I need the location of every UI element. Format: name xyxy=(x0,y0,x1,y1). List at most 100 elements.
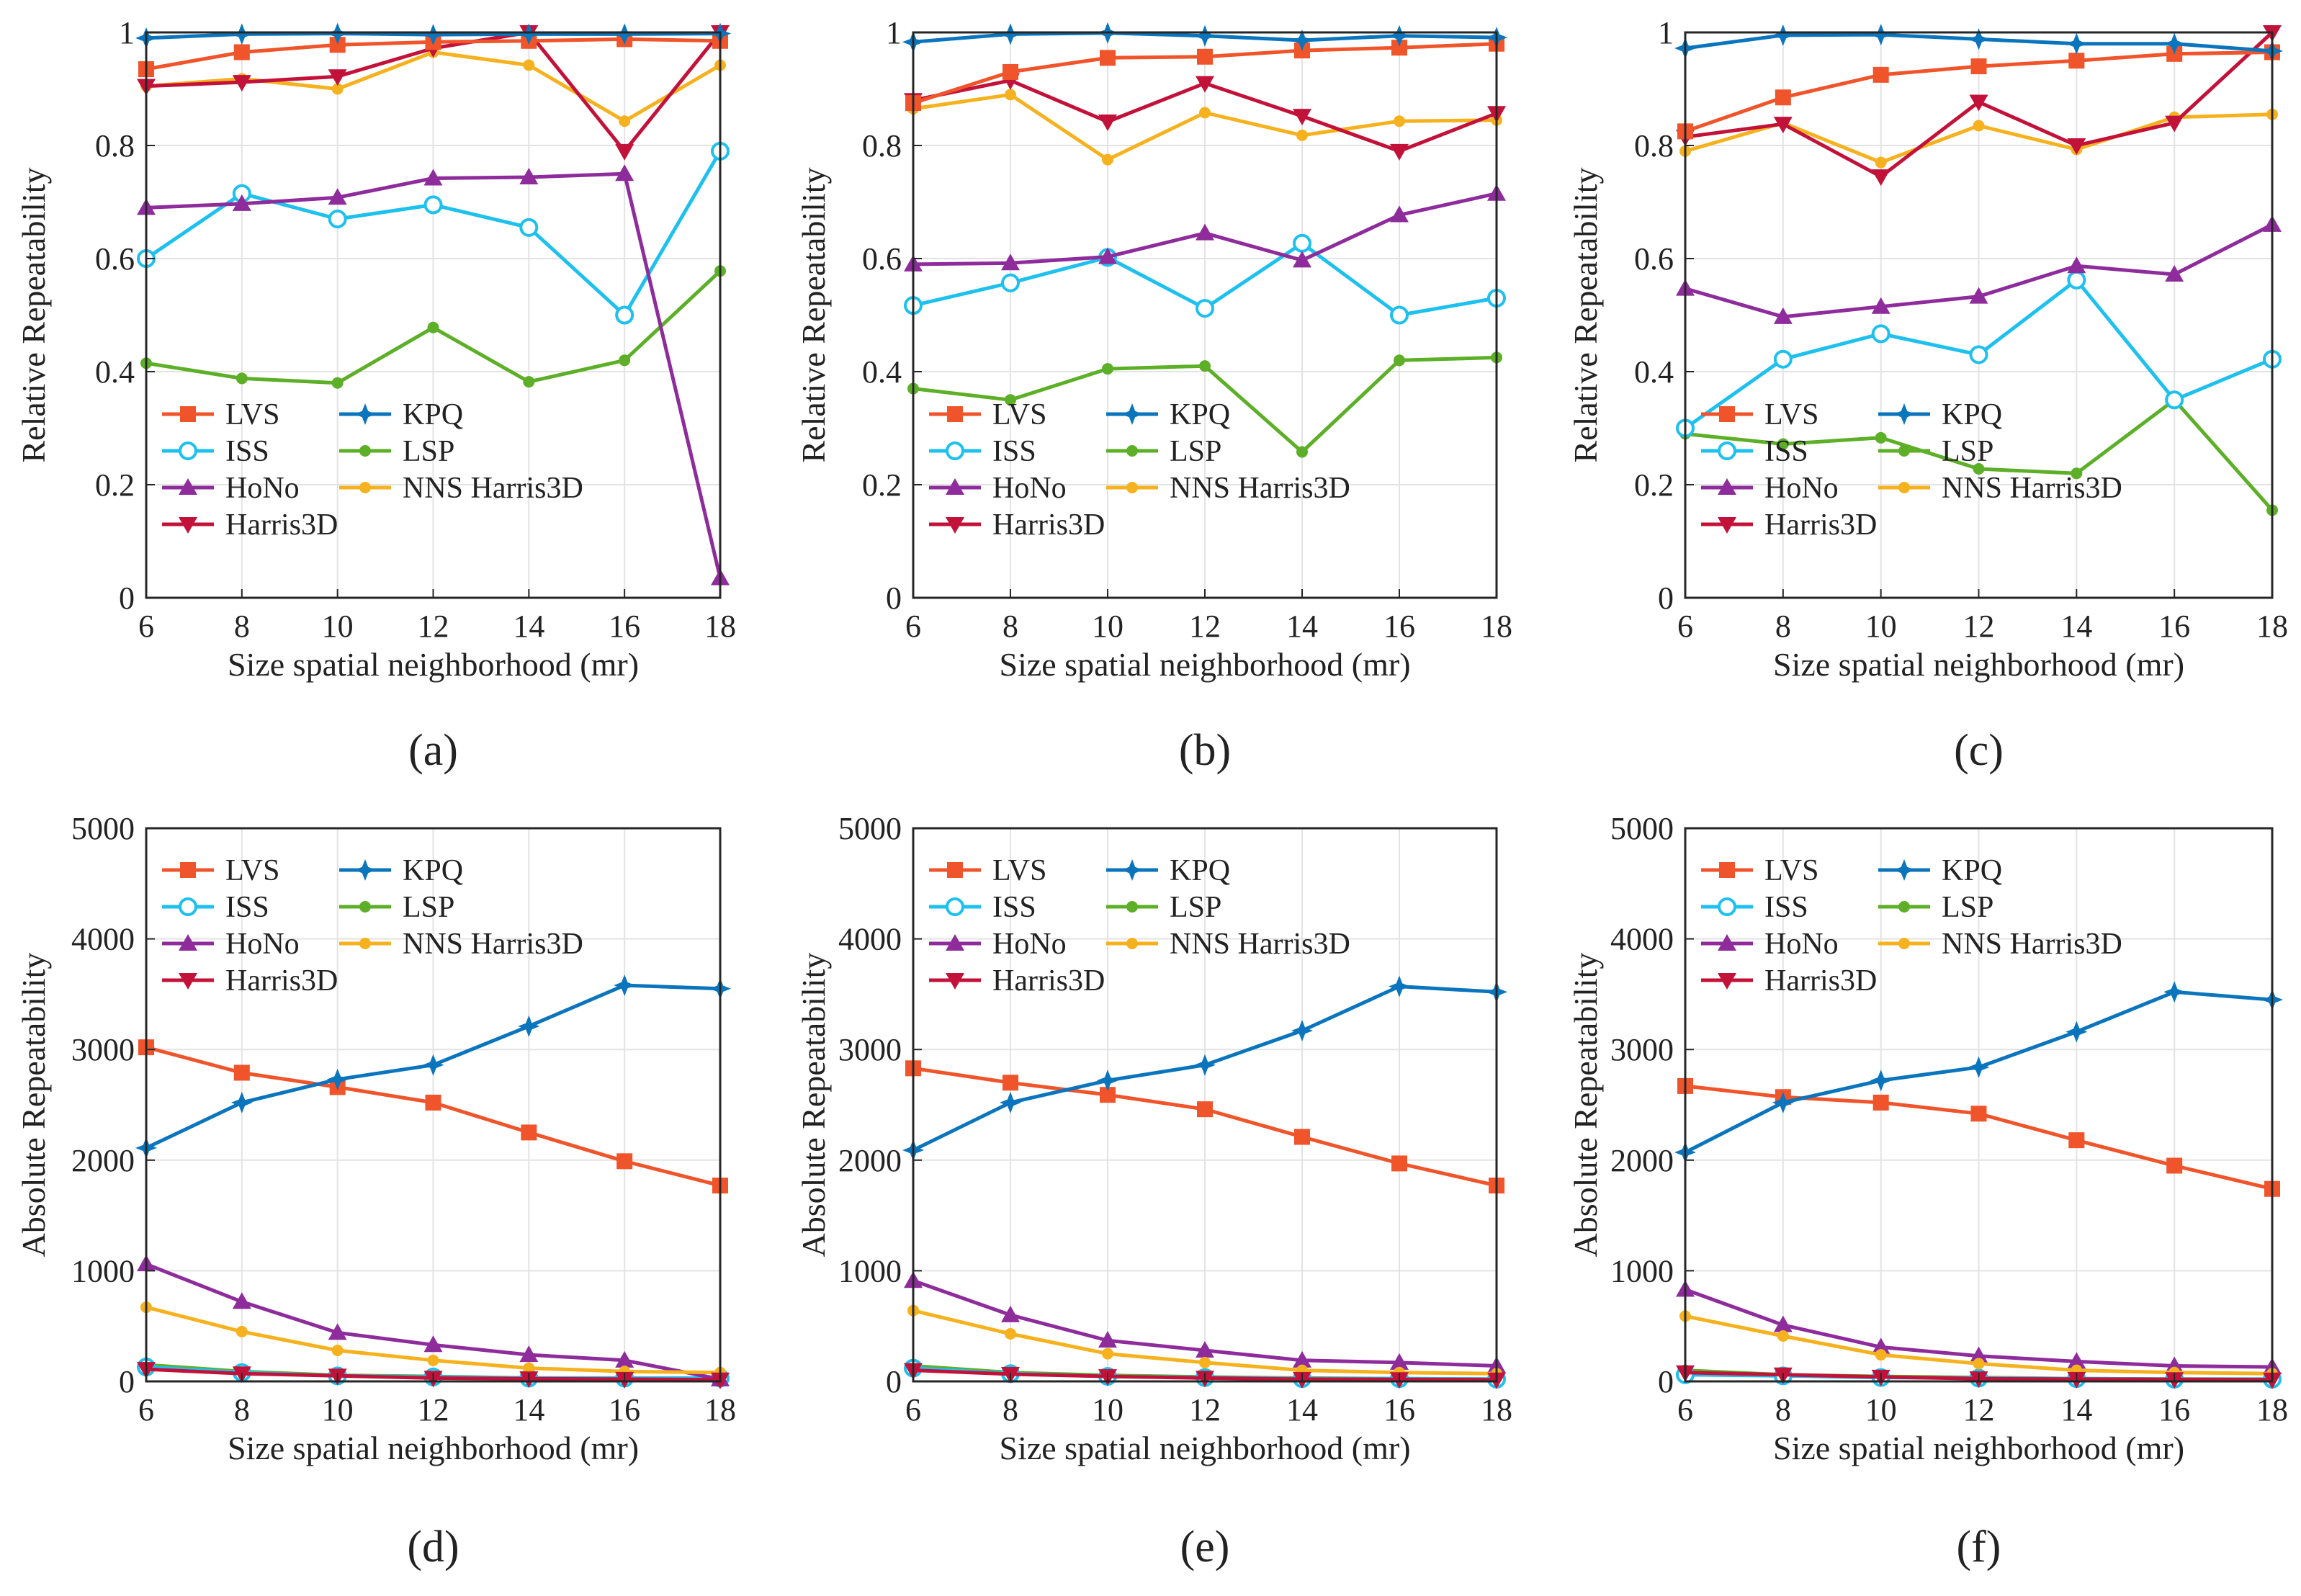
panel-c-point-lsp xyxy=(2071,467,2083,480)
panel-d-point-hono xyxy=(232,1292,251,1309)
panel-a-point-harris3d xyxy=(328,69,347,86)
panel-c-legend-label-lsp: LSP xyxy=(1942,435,1993,468)
panel-c-legend-marker-lsp xyxy=(1898,445,1910,457)
panel-c-ytick-label: 0.2 xyxy=(1634,467,1674,503)
panel-f-xtick-label: 12 xyxy=(1963,1392,1995,1427)
panel-b-legend-label-hono: HoNo xyxy=(992,472,1067,505)
panel-d-point-lvs xyxy=(425,1094,441,1111)
panel-c-legend-marker-lvs xyxy=(1719,406,1735,422)
panel-c-point-lvs xyxy=(1970,58,1987,75)
panel-a-xtick-label: 12 xyxy=(418,609,449,644)
panel-d-ytick-label: 3000 xyxy=(71,1032,135,1067)
panel-c-point-lvs xyxy=(2068,53,2085,69)
panel-e-point-kpq xyxy=(1194,1054,1216,1076)
panel-e-ytick-label: 0 xyxy=(886,1364,902,1399)
panel-a-point-kpq xyxy=(326,22,349,45)
panel-d-xtick-label: 18 xyxy=(704,1392,736,1427)
panel-c-x-axis-label: Size spatial neighborhood (mr) xyxy=(1773,646,2184,683)
panel-c-point-kpq xyxy=(2065,32,2088,55)
panel-c-ytick-label: 0 xyxy=(1658,580,1674,616)
panel-f-point-nns-harris3d xyxy=(1777,1330,1789,1342)
panel-a-xtick-label: 16 xyxy=(609,609,640,644)
panel-f-point-lvs xyxy=(2068,1132,2085,1149)
panel-f-xtick-label: 14 xyxy=(2060,1392,2092,1427)
panel-b-legend-marker-hono xyxy=(946,478,964,495)
panel-f-legend-label-harris3d: Harris3D xyxy=(1764,964,1877,998)
panel-d-xtick-label: 10 xyxy=(322,1392,354,1427)
panel-c-legend-label-kpq: KPQ xyxy=(1942,398,2002,431)
panel-f-point-kpq xyxy=(1772,1091,1794,1113)
panel-c-xtick-label: 18 xyxy=(2256,609,2288,644)
panel-f-legend-label-kpq: KPQ xyxy=(1942,854,2002,887)
panel-e-y-axis-label: Absolute Repeatability xyxy=(795,953,832,1257)
panel-a-xtick-label: 14 xyxy=(513,609,544,644)
panel-d-point-hono xyxy=(519,1345,539,1363)
panel-b-point-kpq xyxy=(1291,30,1313,51)
panel-a-point-lsp xyxy=(236,372,248,385)
panel-e-point-hono xyxy=(1390,1353,1409,1370)
panel-e-legend-label-kpq: KPQ xyxy=(1170,854,1230,887)
panel-a-ytick-label: 0.8 xyxy=(95,128,135,163)
panel-e-point-nns-harris3d xyxy=(1199,1356,1211,1368)
panel-e-point-hono xyxy=(1293,1350,1311,1368)
panel-f-x-axis-label: Size spatial neighborhood (mr) xyxy=(1773,1430,2184,1466)
panel-e-legend-label-lvs: LVS xyxy=(992,854,1047,887)
panel-f-legend-label-lvs: LVS xyxy=(1764,854,1819,887)
panel-a-point-nns-harris3d xyxy=(331,83,344,95)
panel-f-legend-marker-hono xyxy=(1718,934,1736,951)
panel-b-legend-marker-lvs xyxy=(947,406,963,422)
panel-b-xtick-label: 12 xyxy=(1189,609,1221,644)
panel-b-xtick-label: 16 xyxy=(1383,609,1415,644)
panel-b-point-lsp xyxy=(1394,354,1405,367)
panel-f-legend-marker-harris3d xyxy=(1718,973,1736,990)
panel-b-ytick-label: 0 xyxy=(886,580,902,616)
panel-b-point-lsp xyxy=(1296,446,1308,458)
panel-b-legend-label-harris3d: Harris3D xyxy=(992,508,1105,542)
panel-c-legend-label-harris3d: Harris3D xyxy=(1764,508,1877,542)
panel-d-point-kpq xyxy=(326,1068,349,1090)
panel-c-legend-label-lvs: LVS xyxy=(1764,398,1819,431)
panel-e-xtick-label: 8 xyxy=(1003,1392,1018,1427)
panel-d-point-nns-harris3d xyxy=(523,1362,535,1374)
panel-f-ytick-label: 4000 xyxy=(1610,922,1674,957)
panel-f-xtick-label: 16 xyxy=(2158,1392,2190,1427)
panel-f-legend-label-lsp: LSP xyxy=(1942,891,1993,924)
panel-c-xtick-label: 16 xyxy=(2158,609,2190,644)
panel-e-xtick-label: 16 xyxy=(1383,1392,1415,1427)
panel-e-point-lvs xyxy=(1294,1129,1310,1145)
panel-d-legend-marker-kpq xyxy=(354,859,376,881)
panel-a-point-hono xyxy=(615,164,634,181)
panel-c-point-harris3d xyxy=(1773,117,1793,134)
panel-e-ytick-label: 5000 xyxy=(838,811,902,846)
panel-c-point-lsp xyxy=(1875,431,1887,444)
panel-a-x-axis-label: Size spatial neighborhood (mr) xyxy=(228,646,639,683)
panel-d-ytick-label: 5000 xyxy=(71,811,135,846)
panel-a-point-hono xyxy=(519,167,539,184)
panel-b-point-lsp xyxy=(1102,363,1113,375)
panel-b-legend-marker-kpq xyxy=(1121,403,1143,425)
panel-f-ytick-label: 2000 xyxy=(1610,1143,1674,1178)
panel-c-point-iss xyxy=(1773,349,1793,369)
panel-f-legend-label-iss: ISS xyxy=(1764,891,1808,924)
panel-e-xtick-label: 18 xyxy=(1481,1392,1512,1427)
panel-a-point-lsp xyxy=(523,376,535,388)
panel-c-y-axis-label: Relative Repeatability xyxy=(1567,167,1604,462)
panel-f-point-nns-harris3d xyxy=(1973,1358,1985,1370)
panel-a-ytick-label: 0 xyxy=(119,580,135,616)
panel-a-legend-marker-lvs xyxy=(180,406,196,422)
panel-b-xtick-label: 8 xyxy=(1003,609,1018,644)
panel-a-point-harris3d xyxy=(232,75,251,92)
panel-c-point-harris3d xyxy=(1969,94,1988,112)
panel-b-point-harris3d xyxy=(1098,115,1117,132)
panel-b-label: (b) xyxy=(1179,726,1231,775)
panel-d-legend-marker-nns-harris3d xyxy=(359,938,371,949)
panel-f-point-kpq xyxy=(1870,1070,1892,1092)
panel-e-legend-marker-lsp xyxy=(1126,901,1138,913)
panel-a-xtick-label: 8 xyxy=(234,609,250,644)
panel-b-chart: 6 8 10 12 14 16 18 0 0.2 0.4 0.6 0.8 1 Size spatial n… xyxy=(795,15,1512,775)
panel-e-legend-marker-iss xyxy=(946,897,964,916)
panel-e-legend-label-hono: HoNo xyxy=(992,928,1067,961)
panel-d-xtick-label: 8 xyxy=(234,1392,250,1427)
panel-f-point-hono xyxy=(1871,1337,1890,1355)
panel-b-point-lvs xyxy=(1391,40,1407,56)
